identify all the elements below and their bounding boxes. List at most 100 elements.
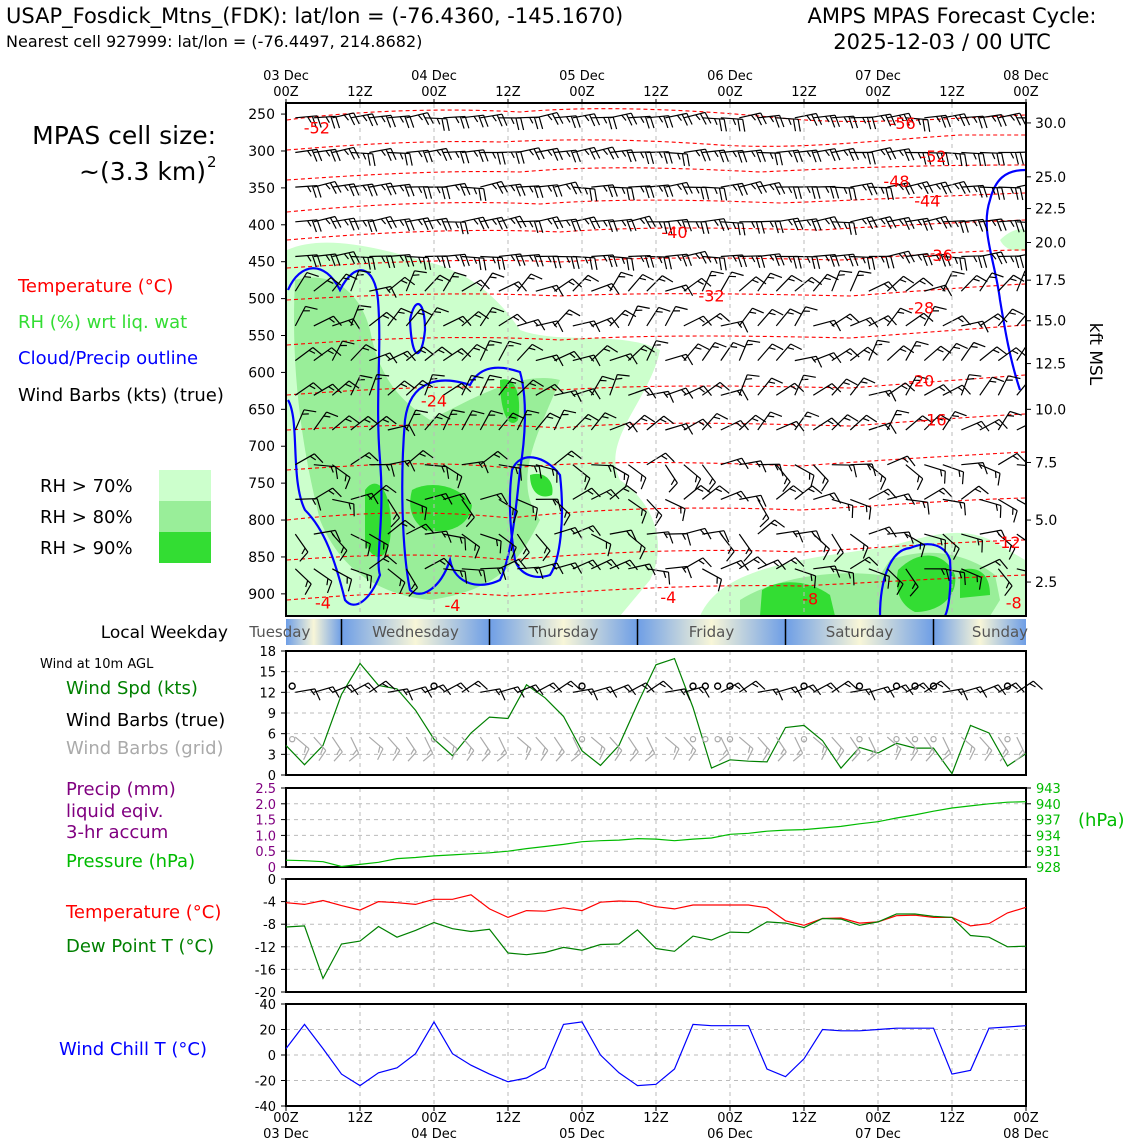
wind-barb	[905, 277, 934, 292]
wind-barb	[368, 415, 397, 431]
top-hour-label: 12Z	[643, 85, 669, 100]
wind-barb	[480, 113, 508, 127]
rh-90-region-a	[365, 483, 391, 557]
wind-barb	[757, 499, 770, 528]
wind-barb	[535, 682, 563, 693]
wind-barb	[498, 464, 522, 481]
wind-barb	[794, 186, 821, 199]
y-tick-label: -8	[263, 918, 276, 933]
temperature-contour-label: -4	[660, 588, 676, 607]
wind-barb	[868, 422, 897, 435]
wind-barb	[979, 218, 1007, 232]
wind-barb	[535, 255, 562, 269]
wind-barb	[720, 341, 746, 361]
wind-barb	[997, 736, 1009, 762]
wind-barb	[498, 281, 527, 292]
temperature-contour-label: -52	[304, 118, 330, 137]
top-hour-label: 12Z	[347, 85, 373, 100]
y-tick-label: -40	[255, 1100, 276, 1115]
wind-barb	[868, 255, 895, 269]
wind-barb	[387, 519, 416, 535]
wind-barb	[942, 113, 971, 127]
wind-barb	[720, 533, 735, 562]
wind-barb	[812, 383, 842, 396]
wind-barb	[794, 411, 820, 431]
wind-barb	[331, 464, 351, 490]
wind-barb	[516, 736, 532, 761]
cross-section-fields	[286, 108, 1026, 616]
legend-wind: Wind Barbs (kts) (true)	[18, 385, 224, 406]
wind-barb	[979, 498, 1002, 518]
calm-wind-marker	[1003, 682, 1012, 690]
wind-barb	[665, 498, 686, 522]
calm-wind-marker	[911, 682, 919, 690]
wind-barb	[572, 559, 601, 571]
wind-barb	[979, 272, 1004, 292]
rh-90-region-f	[896, 555, 956, 612]
wind-barb	[757, 559, 786, 570]
isotherm	[286, 374, 1026, 396]
calm-grid-marker	[911, 735, 919, 743]
wind-barb	[424, 217, 452, 231]
y-tick-label: 12	[259, 686, 276, 701]
pressure-tick-label: 350	[248, 181, 275, 197]
bottom-date-label: 03 Dec	[263, 1127, 309, 1140]
wind-barb	[295, 453, 324, 466]
cloud-outline-segment	[508, 456, 564, 578]
wind-barb	[886, 409, 910, 431]
wind-barb	[979, 313, 1008, 327]
wind-barb	[627, 344, 655, 362]
wind-barb	[665, 533, 692, 546]
bottom-hour-label: 12Z	[791, 1111, 817, 1126]
wind-barb	[369, 114, 396, 128]
wind-barb	[609, 309, 637, 327]
wind-barb	[516, 533, 530, 563]
wind-barb	[553, 309, 581, 327]
wind-barb	[720, 149, 748, 163]
calm-grid-marker	[1004, 735, 1011, 743]
wind-barb	[294, 382, 323, 396]
pressure-tick-label: 943	[1036, 782, 1061, 797]
wind-barb	[738, 736, 754, 761]
weekday-label: Tuesday	[248, 623, 310, 641]
y-tick-label: 1.0	[255, 829, 276, 844]
rh-90-region-c	[500, 379, 520, 424]
wind-barb	[831, 378, 858, 396]
bottom-date-label: 06 Dec	[707, 1127, 753, 1140]
wind-barb	[960, 374, 982, 396]
dewpoint-line	[285, 913, 1027, 980]
wind-barb	[720, 490, 749, 502]
wind-barb	[665, 112, 693, 126]
wind-barb	[535, 147, 564, 161]
wind-barb	[979, 114, 1007, 127]
wind-barb	[905, 181, 934, 195]
wind-barb	[406, 523, 435, 535]
wind-barb	[627, 464, 647, 490]
wind-barb	[702, 117, 727, 132]
wind-barb	[886, 275, 915, 292]
wind-barb	[332, 183, 360, 197]
wind-barb	[850, 216, 878, 230]
wind-barb	[961, 420, 990, 432]
wind-barb	[369, 182, 397, 196]
wind-barb	[368, 374, 390, 396]
wind-barb	[591, 558, 620, 570]
top-date-label: 07 Dec	[855, 69, 901, 84]
wind-barb	[887, 216, 915, 230]
wind-barb	[498, 533, 517, 559]
wind-barb	[794, 355, 823, 368]
pressure-tick-label: 931	[1036, 845, 1061, 860]
wind-barb	[517, 254, 544, 267]
wind-barb	[313, 487, 342, 500]
top-hour-label: 12Z	[495, 85, 521, 100]
bottom-hour-label: 12Z	[643, 1111, 669, 1126]
wind-barb	[850, 182, 878, 196]
y-tick-label: 40	[259, 998, 276, 1013]
y-tick-label: 0	[268, 769, 276, 784]
wind-barb	[368, 484, 397, 500]
temperature-contour-label: -16	[920, 411, 946, 430]
wind-barb	[905, 464, 924, 491]
y-tick-label: -12	[255, 941, 276, 956]
wind-barb	[979, 346, 1008, 362]
wind-barb	[406, 498, 428, 521]
